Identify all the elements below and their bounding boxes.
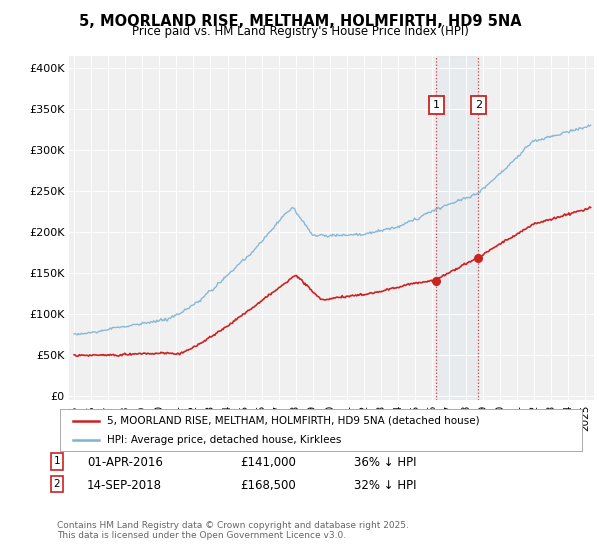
- Text: 5, MOORLAND RISE, MELTHAM, HOLMFIRTH, HD9 5NA: 5, MOORLAND RISE, MELTHAM, HOLMFIRTH, HD…: [79, 14, 521, 29]
- Text: 1: 1: [433, 100, 440, 110]
- Text: 5, MOORLAND RISE, MELTHAM, HOLMFIRTH, HD9 5NA (detached house): 5, MOORLAND RISE, MELTHAM, HOLMFIRTH, HD…: [107, 416, 479, 426]
- Text: 36% ↓ HPI: 36% ↓ HPI: [354, 456, 416, 469]
- Text: £168,500: £168,500: [240, 479, 296, 492]
- Text: 32% ↓ HPI: 32% ↓ HPI: [354, 479, 416, 492]
- Text: £141,000: £141,000: [240, 456, 296, 469]
- Text: 2: 2: [475, 100, 482, 110]
- Text: 1: 1: [53, 456, 61, 466]
- Bar: [436, 56, 478, 400]
- Text: HPI: Average price, detached house, Kirklees: HPI: Average price, detached house, Kirk…: [107, 435, 341, 445]
- Text: Contains HM Land Registry data © Crown copyright and database right 2025.
This d: Contains HM Land Registry data © Crown c…: [57, 521, 409, 540]
- Text: 01-APR-2016: 01-APR-2016: [87, 456, 163, 469]
- Text: 14-SEP-2018: 14-SEP-2018: [87, 479, 162, 492]
- Text: Price paid vs. HM Land Registry's House Price Index (HPI): Price paid vs. HM Land Registry's House …: [131, 25, 469, 38]
- Text: 2: 2: [53, 479, 61, 489]
